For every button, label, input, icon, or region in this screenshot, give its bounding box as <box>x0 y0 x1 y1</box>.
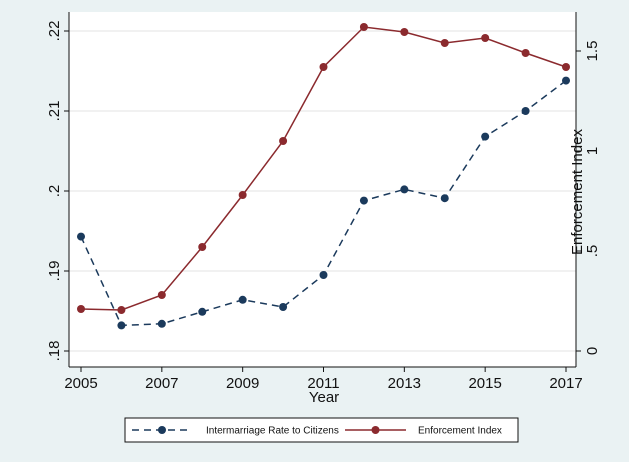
y2-tick-label: 0 <box>584 347 601 355</box>
data-point <box>279 137 288 145</box>
y2-tick-label: 1.5 <box>584 41 601 62</box>
data-point <box>400 185 409 194</box>
data-point <box>521 49 530 57</box>
data-point <box>562 63 570 71</box>
y-tick-label: .2 <box>46 185 63 198</box>
x-tick-label: 2005 <box>64 375 97 392</box>
legend-label: Enforcement Index <box>418 426 502 437</box>
legend-swatch-marker <box>371 426 380 434</box>
data-point <box>521 107 530 115</box>
data-point <box>319 271 328 279</box>
x-tick-label: 2009 <box>226 375 259 392</box>
y2-axis-title: Enforcement Index <box>569 129 586 255</box>
data-point <box>77 305 85 313</box>
data-point <box>157 319 166 328</box>
legend: Intermarriage Rate to Citizens Enforcemen… <box>124 417 519 443</box>
data-point <box>359 196 368 205</box>
data-point <box>562 76 570 85</box>
x-tick-label: 2011 <box>307 375 339 392</box>
data-point <box>117 321 126 330</box>
data-point <box>440 194 449 203</box>
x-tick-label: 2015 <box>468 375 501 392</box>
legend-swatch-marker <box>158 426 166 434</box>
data-point <box>198 243 207 251</box>
x-axis-title: Year <box>309 389 339 406</box>
y-tick-label: .22 <box>46 21 63 42</box>
data-point <box>481 132 490 141</box>
x-tick-label: 2007 <box>145 375 178 392</box>
data-point <box>238 295 247 304</box>
data-point <box>157 291 166 299</box>
data-point <box>238 191 247 199</box>
data-point <box>279 303 288 311</box>
y-tick-label: .19 <box>46 261 63 282</box>
y2-tick-label: .5 <box>584 245 601 258</box>
data-point <box>359 23 368 31</box>
data-point <box>198 307 207 316</box>
data-point <box>440 39 449 47</box>
y2-tick-label: 1 <box>584 147 601 155</box>
x-tick-label: 2013 <box>388 375 421 392</box>
data-point <box>400 28 409 36</box>
plot-area <box>69 12 576 367</box>
data-point <box>319 63 328 71</box>
x-tick-label: 2017 <box>549 375 582 392</box>
data-point <box>77 232 85 241</box>
legend-box <box>124 417 519 443</box>
y-tick-label: .18 <box>46 341 63 362</box>
legend-label: Intermarriage Rate to Citizens <box>206 426 339 437</box>
y-tick-label: .21 <box>46 101 63 122</box>
data-point <box>117 306 126 314</box>
data-point <box>481 34 490 42</box>
